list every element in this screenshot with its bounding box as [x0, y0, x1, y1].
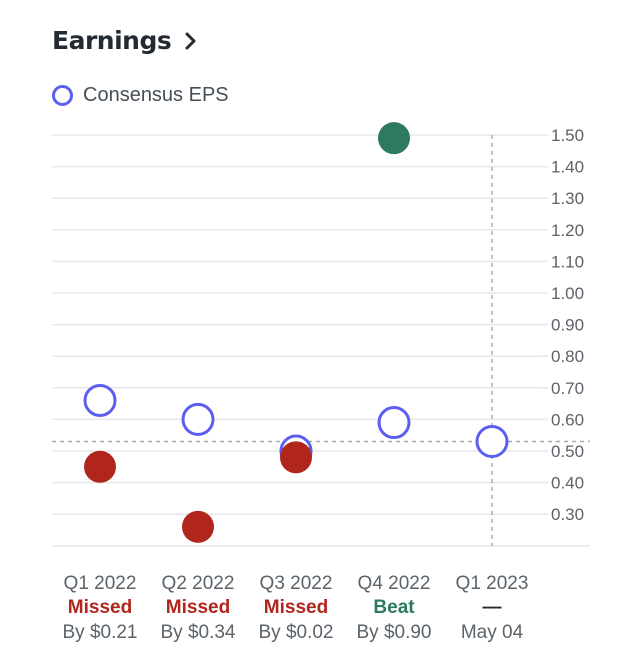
y-tick-label: 0.70 — [551, 379, 584, 398]
result-label: Missed — [166, 597, 230, 618]
y-tick-label: 1.20 — [551, 221, 584, 240]
actual-point — [182, 510, 214, 543]
result-detail: By $0.34 — [161, 622, 236, 643]
y-tick-label: 1.10 — [551, 252, 584, 271]
estimate-point — [181, 402, 215, 436]
estimate-point — [475, 425, 509, 459]
x-category-label: Q4 2022 — [358, 573, 431, 594]
y-tick-label: 0.90 — [551, 316, 584, 335]
legend-marker — [52, 85, 73, 106]
estimate-point — [377, 406, 411, 440]
chevron-right-icon — [185, 32, 196, 49]
y-tick-label: 1.50 — [551, 126, 584, 145]
chart-legend: Consensus EPS — [52, 84, 229, 107]
legend-label: Consensus EPS — [83, 84, 229, 106]
result-detail: By $0.21 — [63, 622, 138, 643]
actual-point — [84, 450, 116, 483]
result-label: Missed — [68, 597, 132, 618]
y-tick-label: 1.30 — [551, 189, 584, 208]
x-category-label: Q1 2023 — [456, 573, 529, 594]
x-category-label: Q1 2022 — [64, 573, 137, 594]
x-category-label: Q3 2022 — [260, 573, 333, 594]
y-tick-label: 1.40 — [551, 158, 584, 177]
y-tick-label: 0.80 — [551, 347, 584, 366]
result-detail: May 04 — [461, 622, 524, 643]
y-tick-label: 0.40 — [551, 474, 584, 493]
estimate-point — [83, 383, 117, 417]
earnings-header-link[interactable]: Earnings — [52, 26, 201, 55]
result-detail: By $0.90 — [357, 622, 432, 643]
y-tick-label: 1.00 — [551, 284, 584, 303]
result-label: Beat — [373, 597, 415, 618]
page-title: Earnings — [52, 26, 172, 55]
result-detail: By $0.02 — [259, 622, 334, 643]
y-tick-label: 0.60 — [551, 410, 584, 429]
x-category-label: Q2 2022 — [162, 573, 235, 594]
y-tick-label: 0.50 — [551, 442, 584, 461]
result-label: — — [483, 597, 502, 618]
result-label: Missed — [264, 597, 328, 618]
actual-point — [280, 441, 312, 474]
y-tick-label: 0.30 — [551, 505, 584, 524]
actual-point — [378, 122, 410, 155]
